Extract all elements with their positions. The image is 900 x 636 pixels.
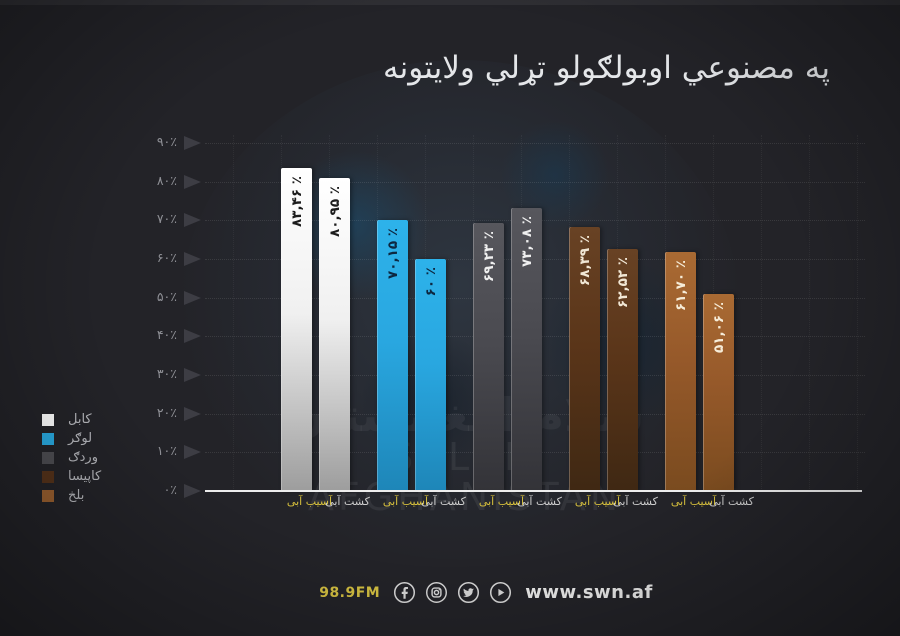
legend-label: بلخ bbox=[68, 488, 85, 503]
top-edge-strip bbox=[0, 0, 900, 5]
y-tick-arrow-icon bbox=[184, 136, 201, 150]
bar-کابل-right: ۸۰,۹۵ ٪ bbox=[319, 178, 350, 491]
y-tick-arrow-icon bbox=[184, 484, 201, 498]
v-gridline bbox=[761, 135, 762, 491]
legend-label: وردګ bbox=[68, 450, 98, 465]
legend-label: کابل bbox=[68, 412, 92, 427]
bar-value-label: ۷۰,۱۵ ٪ bbox=[384, 227, 401, 279]
legend: کابل لوګر وردګ کاپیسا بلخ bbox=[42, 410, 101, 505]
legend-swatch bbox=[42, 413, 54, 426]
bar-value-label: ۵۱,۰۶ ٪ bbox=[710, 301, 727, 353]
y-tick-label: ۲۰٪ bbox=[156, 404, 177, 420]
bar-لوګر-right: ۶۰ ٪ bbox=[415, 259, 446, 491]
h-gridline bbox=[205, 181, 865, 183]
legend-swatch bbox=[42, 432, 54, 445]
bar-sublabel: کشت آبی bbox=[325, 495, 370, 508]
bar-value-label: ۸۳,۴۶ ٪ bbox=[288, 176, 305, 228]
bar-value-label: ۶۹,۲۳ ٪ bbox=[480, 231, 497, 283]
bar-بلخ-left: ۶۱,۷۰ ٪ bbox=[665, 252, 696, 491]
bar-sublabel: کشت آبی bbox=[709, 495, 754, 508]
legend-swatch bbox=[42, 489, 54, 502]
y-tick-label: ۹۰٪ bbox=[156, 134, 177, 149]
bar-value-label: ۶۱,۷۰ ٪ bbox=[672, 260, 689, 312]
bar-وردګ-left: ۶۹,۲۳ ٪ bbox=[473, 223, 504, 491]
y-tick-arrow-icon bbox=[184, 329, 201, 344]
bar-sublabel: آسیب آبی bbox=[382, 495, 429, 508]
y-tick-label: ۶۰٪ bbox=[156, 250, 177, 265]
y-tick-arrow-icon bbox=[184, 406, 201, 421]
bar-sublabel: آسیب آبی bbox=[286, 495, 333, 508]
bar-value-label: ۸۰,۹۵ ٪ bbox=[326, 186, 343, 238]
bar-sublabel: آسیب آبی bbox=[670, 495, 717, 508]
legend-item: وردګ bbox=[42, 448, 101, 467]
y-tick-label: ۱۰٪ bbox=[156, 443, 177, 459]
v-gridline bbox=[809, 135, 810, 491]
legend-swatch bbox=[42, 451, 54, 464]
bar-sublabel: کشت آبی bbox=[613, 495, 658, 508]
y-tick-label: ۵۰٪ bbox=[156, 288, 177, 304]
instagram-icon[interactable] bbox=[425, 581, 448, 604]
y-tick-label: ۷۰٪ bbox=[156, 211, 177, 227]
bar-sublabel: کشت آبی bbox=[517, 495, 562, 508]
y-axis: ۹۰٪ ۸۰٪ ۷۰٪ ۶۰٪ ۵۰٪ ۴۰٪ ۳۰٪ ۲۰٪ ۱۰٪ ۰٪ bbox=[135, 134, 201, 498]
h-gridline bbox=[205, 143, 865, 144]
v-gridline bbox=[857, 135, 858, 491]
legend-item: کاپیسا bbox=[42, 467, 101, 486]
y-tick-arrow-icon bbox=[184, 290, 201, 305]
bar-وردګ-right: ۷۳,۰۸ ٪ bbox=[511, 208, 542, 491]
bar-لوګر-left: ۷۰,۱۵ ٪ bbox=[377, 219, 408, 491]
y-tick-label: ۸۰٪ bbox=[156, 172, 177, 188]
y-tick-label: ۰٪ bbox=[163, 482, 177, 497]
bar-کابل-left: ۸۳,۴۶ ٪ bbox=[281, 168, 312, 491]
legend-label: کاپیسا bbox=[68, 469, 102, 484]
legend-swatch bbox=[42, 470, 54, 483]
bar-value-label: ۶۰ ٪ bbox=[422, 267, 439, 297]
y-tick-label: ۳۰٪ bbox=[156, 366, 177, 381]
legend-item: بلخ bbox=[42, 486, 101, 505]
fm-frequency-label: 98.9FM bbox=[319, 584, 381, 601]
legend-label: لوګر bbox=[68, 431, 93, 446]
footer-bar: 98.9FM www.swn.af bbox=[36, 581, 900, 604]
twitter-icon[interactable] bbox=[457, 581, 480, 604]
x-axis-line bbox=[205, 490, 862, 492]
website-url[interactable]: www.swn.af bbox=[525, 582, 653, 603]
bar-sublabel: آسیب آبی bbox=[574, 495, 621, 508]
y-tick-label: ۴۰٪ bbox=[156, 327, 177, 343]
y-tick-arrow-icon bbox=[184, 174, 201, 189]
y-tick-arrow-icon bbox=[184, 213, 201, 228]
legend-item: کابل bbox=[42, 410, 101, 429]
play-icon[interactable] bbox=[489, 581, 512, 604]
y-tick-arrow-icon bbox=[184, 445, 201, 460]
facebook-icon[interactable] bbox=[393, 581, 416, 604]
bar-sublabel: آسیب آبی bbox=[478, 495, 525, 508]
y-tick-arrow-icon bbox=[184, 252, 201, 266]
bar-کاپیسا-right: ۶۲,۵۲ ٪ bbox=[607, 249, 638, 491]
v-gridline bbox=[233, 135, 234, 491]
bar-بلخ-right: ۵۱,۰۶ ٪ bbox=[703, 293, 734, 491]
y-tick-arrow-icon bbox=[184, 368, 201, 382]
plot-area: ۸۳,۴۶ ٪ ۸۰,۹۵ ٪ ۷۰,۱۵ ٪ ۶۰ ٪ ۶۹,۲۳ ٪ ۷۳,۰۸ ٪ ۶… bbox=[205, 135, 865, 491]
bar-value-label: ۶۲,۵۲ ٪ bbox=[614, 257, 631, 309]
chart-title: په مصنوعي اوبولګولو تړلي ولايتونه bbox=[382, 50, 830, 86]
bar-value-label: ۷۳,۰۸ ٪ bbox=[518, 216, 535, 268]
bar-value-label: ۶۸,۳۹ ٪ bbox=[576, 234, 593, 286]
bar-کاپیسا-left: ۶۸,۳۹ ٪ bbox=[569, 226, 600, 491]
bar-sublabel: کشت آبی bbox=[421, 495, 466, 508]
legend-item: لوګر bbox=[42, 429, 101, 448]
